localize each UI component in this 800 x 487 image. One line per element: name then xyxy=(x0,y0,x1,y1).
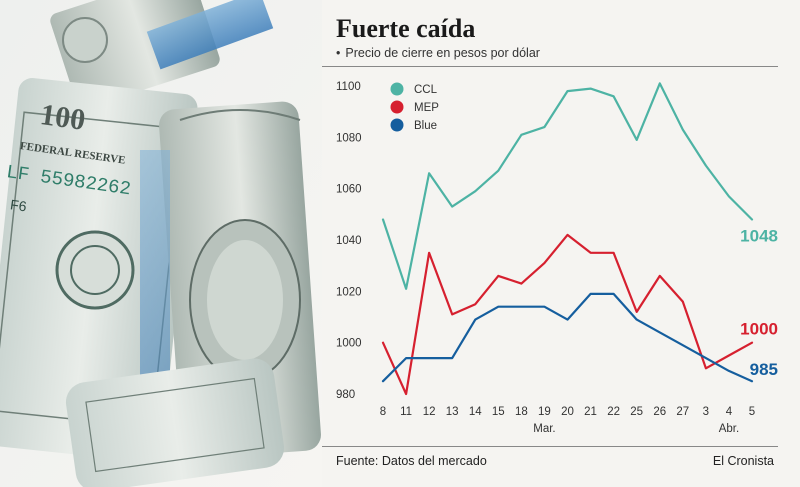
x-tick-label: 14 xyxy=(469,406,482,418)
publisher-credit: El Cronista xyxy=(712,454,774,468)
x-month-label: Mar. xyxy=(533,423,555,435)
rolled-bill-right xyxy=(140,101,321,459)
top-divider xyxy=(322,66,778,67)
x-tick-label: 20 xyxy=(561,406,574,418)
end-value-label-blue: 985 xyxy=(750,360,778,379)
x-tick-label: 3 xyxy=(703,406,709,418)
x-tick-label: 18 xyxy=(515,406,528,418)
bottom-bill-roll xyxy=(65,358,285,487)
legend-marker-ccl xyxy=(390,82,404,96)
subtitle-bullet: • xyxy=(336,46,341,60)
dollar-bills-illustration: 100 FEDERAL RESERVE LF 55982262 F6 xyxy=(0,0,322,487)
series-line-ccl xyxy=(381,82,754,290)
legend-label-ccl: CCL xyxy=(414,84,438,96)
series-line-blue xyxy=(381,292,754,383)
legend-marker-mep xyxy=(390,100,404,114)
x-tick-label: 8 xyxy=(380,406,386,418)
series-line-mep xyxy=(381,233,754,396)
y-tick-label: 1020 xyxy=(336,286,362,298)
dollar-bills-photo: 100 FEDERAL RESERVE LF 55982262 F6 xyxy=(0,0,322,487)
y-tick-label: 1060 xyxy=(336,184,362,196)
legend-label-blue: Blue xyxy=(414,120,437,132)
x-tick-label: 19 xyxy=(538,406,551,418)
bottom-divider xyxy=(322,446,778,447)
x-tick-label: 21 xyxy=(584,406,597,418)
top-bill-roll xyxy=(50,0,274,109)
x-tick-label: 13 xyxy=(446,406,459,418)
chart-subtitle: • Precio de cierre en pesos por dólar xyxy=(336,46,540,60)
y-tick-label: 1040 xyxy=(336,235,362,247)
subtitle-text: Precio de cierre en pesos por dólar xyxy=(345,46,540,60)
y-tick-label: 1100 xyxy=(336,81,361,93)
bill-seal-letter: F6 xyxy=(9,196,28,214)
x-tick-label: 12 xyxy=(423,406,436,418)
x-month-label: Abr. xyxy=(719,423,739,435)
x-tick-label: 11 xyxy=(400,406,412,418)
y-tick-label: 980 xyxy=(336,389,355,401)
chart-title: Fuerte caída xyxy=(336,14,476,43)
legend-marker-blue xyxy=(390,118,404,132)
bill-denomination: 100 xyxy=(38,98,87,137)
x-tick-label: 22 xyxy=(607,406,620,418)
end-value-label-mep: 1000 xyxy=(740,320,778,339)
end-value-label-ccl: 1048 xyxy=(740,226,778,245)
x-tick-label: 4 xyxy=(726,406,733,418)
y-tick-label: 1000 xyxy=(336,338,362,350)
y-tick-label: 1080 xyxy=(336,132,362,144)
x-tick-label: 5 xyxy=(749,406,755,418)
x-tick-label: 25 xyxy=(630,406,643,418)
legend-label-mep: MEP xyxy=(414,102,439,114)
x-tick-label: 26 xyxy=(653,406,666,418)
source-note: Fuente: Datos del mercado xyxy=(336,454,487,468)
x-tick-label: 15 xyxy=(492,406,505,418)
x-tick-label: 27 xyxy=(676,406,689,418)
